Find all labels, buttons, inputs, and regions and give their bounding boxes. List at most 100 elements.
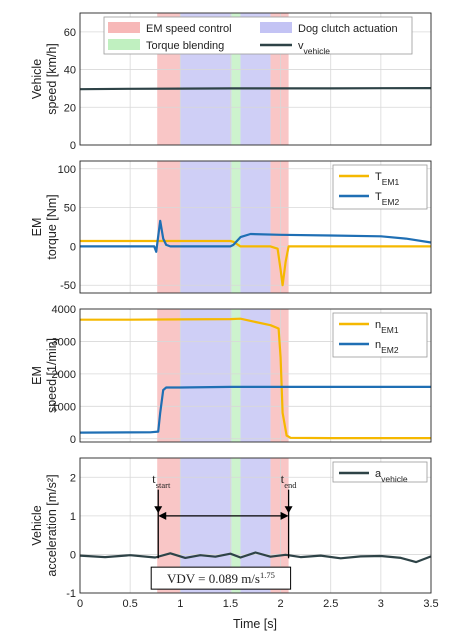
vdv-label-part: VDV = 0.089 m/s [167, 571, 260, 586]
phase-band [180, 309, 232, 442]
phase-band [231, 458, 241, 593]
legend-label-part: Dog clutch actuation [298, 23, 398, 35]
legend-label-part: n [375, 319, 381, 331]
phase-band [270, 161, 289, 293]
legend-label-part: vehicle [381, 474, 408, 484]
y-tick-label: 0 [70, 434, 76, 446]
y-axis-label-line: Vehicle [30, 505, 44, 545]
y-tick-label: 60 [64, 27, 76, 39]
legend-label-part: Torque blending [146, 40, 224, 52]
vdv-label: VDV = 0.089 m/s1.75 [167, 570, 275, 586]
interval-arrowhead-right [280, 511, 289, 520]
x-tick-label: 1 [177, 598, 183, 610]
phase-band [240, 161, 271, 293]
y-axis-label-line: Vehicle [30, 59, 44, 99]
y-tick-label: -1 [66, 588, 76, 600]
phase-band [180, 161, 232, 293]
y-tick-label: 0 [70, 549, 76, 561]
legend-label-part: a [375, 468, 382, 480]
x-tick-label: 1.5 [223, 598, 238, 610]
legend-label-part: T [375, 191, 382, 203]
axes-frame [79, 160, 432, 294]
interval-arrowhead-left [158, 511, 167, 520]
series-line-T_EM1 [80, 239, 431, 287]
x-tick-label: 3 [378, 598, 384, 610]
phase-band [157, 309, 181, 442]
legend-box [332, 312, 428, 358]
y-tick-label: 0 [70, 241, 76, 253]
y-tick-label: 1 [70, 511, 76, 523]
legend-swatch [108, 22, 140, 33]
y-tick-label: 100 [58, 164, 76, 176]
y-tick-label: 50 [64, 203, 76, 215]
legend-box [332, 164, 428, 210]
x-tick-label: 2 [278, 598, 284, 610]
phase-band [157, 161, 181, 293]
y-tick-label: 2 [70, 472, 76, 484]
t-end-label-part: t [281, 471, 285, 486]
y-axis-label: EM speed [1/min] [30, 338, 59, 413]
legend-label: TEM1 [375, 171, 399, 187]
y-axis-label-line: speed [1/min] [45, 338, 59, 413]
legend-box [332, 461, 428, 483]
legend-label-part: EM speed control [146, 23, 232, 35]
vdv-label-part: 1.75 [260, 570, 275, 580]
y-tick-label: 1000 [52, 401, 76, 413]
y-axis-label-line: speed [km/h] [45, 43, 59, 115]
legend-label: nEM1 [375, 319, 399, 335]
legend-label-part: EM1 [382, 177, 400, 187]
t-start-label-part: t [152, 471, 156, 486]
x-tick-label: 2.5 [323, 598, 338, 610]
legend-label-part: vehicle [304, 46, 331, 56]
t-start-label: tstart [152, 471, 171, 490]
phase-band [231, 13, 241, 145]
legend-label-part: v [298, 40, 304, 52]
y-axis-label-line: EM [30, 218, 44, 237]
legend-label-part: EM2 [382, 197, 400, 207]
y-tick-label: 3000 [52, 336, 76, 348]
series-line-T_EM2 [80, 219, 432, 253]
y-axis-label: Vehicle acceleration [m/s²] [30, 474, 59, 576]
y-tick-label: 2000 [52, 369, 76, 381]
legend-box [103, 16, 413, 55]
y-axis-label-line: acceleration [m/s²] [45, 474, 59, 576]
vdv-box [150, 566, 292, 590]
legend-label: nEM2 [375, 339, 399, 355]
t-start-label-part: start [156, 480, 171, 490]
phase-band [270, 309, 289, 442]
phase-band [231, 161, 241, 293]
legend-label: TEM2 [375, 191, 399, 207]
legend-label: EM speed control [146, 23, 232, 35]
y-tick-label: 4000 [52, 304, 76, 316]
legend-label-part: n [375, 339, 381, 351]
legend-swatch [260, 22, 292, 33]
x-tick-label: 0.5 [122, 598, 137, 610]
legend-label: avehicle [375, 468, 408, 484]
axes-frame [79, 308, 432, 443]
t-end-label-part: end [284, 480, 297, 490]
y-tick-label: 20 [64, 102, 76, 114]
series-line-n_EM2 [79, 385, 431, 434]
y-tick-label: 40 [64, 65, 76, 77]
series-line-v_vehicle [79, 87, 432, 91]
phase-band [270, 458, 289, 593]
legend-label-part: T [375, 171, 382, 183]
x-axis-label: Time [s] [233, 617, 277, 631]
y-tick-label: 0 [70, 140, 76, 152]
y-axis-label-line: EM [30, 366, 44, 385]
series-line-a_vehicle [79, 551, 432, 564]
y-axis-label-line: torque [Nm] [45, 194, 59, 259]
axes-frame [79, 12, 432, 146]
phase-band [231, 309, 241, 442]
t-end-label: tend [281, 471, 298, 490]
legend-label: vvehicle [298, 40, 330, 56]
y-axis-label: Vehicle speed [km/h] [30, 43, 59, 115]
y-tick-label: -50 [60, 280, 76, 292]
panel-1: 0 20 40 60 Vehicle speed [km/h] EM speed contr… [30, 12, 432, 152]
x-tick-label: 3.5 [423, 598, 438, 610]
legend-label-part: EM2 [381, 345, 399, 355]
